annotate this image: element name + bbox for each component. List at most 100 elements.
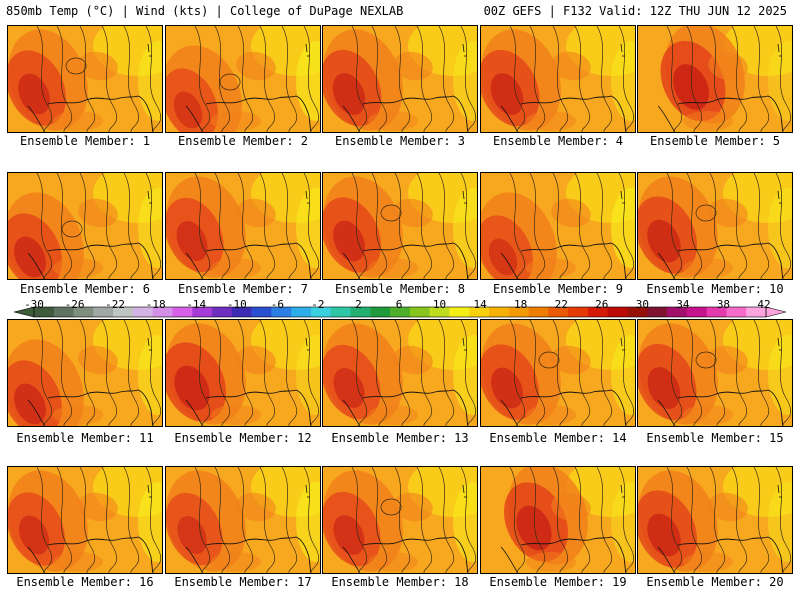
isotherm-contour — [666, 173, 683, 279]
isotherm-contour — [259, 173, 276, 279]
coastline — [657, 105, 676, 132]
temperature-field-map — [323, 26, 477, 132]
coastline — [657, 546, 676, 573]
colorbar-tick-label: -2 — [311, 298, 325, 311]
colorbar-swatch — [350, 307, 371, 317]
ensemble-member-label: Ensemble Member: 2 — [177, 134, 309, 148]
isotherm-contour — [61, 220, 83, 238]
ensemble-member-label: Ensemble Member: 8 — [334, 282, 466, 296]
isotherm-contour — [281, 467, 298, 573]
coastline — [47, 536, 154, 573]
ensemble-member-label: Ensemble Member: 19 — [489, 575, 627, 589]
ensemble-member-label: Ensemble Member: 17 — [174, 575, 312, 589]
temperature-field-map — [481, 320, 635, 426]
ensemble-member-label: Ensemble Member: 6 — [19, 282, 151, 296]
ensemble-member-label: Ensemble Member: 20 — [646, 575, 784, 589]
isotherm-contour — [416, 467, 433, 573]
coastline — [205, 95, 312, 132]
isotherm-contour — [618, 320, 635, 426]
ensemble-panel-11 — [7, 319, 163, 427]
lake-outline — [147, 43, 152, 57]
ensemble-member-label: Ensemble Member: 15 — [646, 431, 784, 445]
coastline — [520, 242, 627, 279]
coastline — [520, 536, 627, 573]
isotherm-contour — [552, 320, 569, 426]
isotherm-contour — [509, 26, 526, 132]
colorbar-tick-label: -10 — [226, 298, 247, 311]
isotherm-contour — [596, 467, 613, 573]
isotherm-contour — [303, 26, 320, 132]
colorbar-swatch — [73, 307, 94, 317]
isotherm-contour — [731, 467, 748, 573]
colorbar-tick-label: 38 — [716, 298, 731, 311]
colorbar-swatch — [746, 307, 767, 317]
colorbar-swatch — [390, 307, 411, 317]
isotherm-contour — [438, 320, 455, 426]
ensemble-panel-15 — [637, 319, 793, 427]
colorbar-swatch — [469, 307, 490, 317]
coastline — [677, 536, 784, 573]
temperature-field-map — [166, 320, 320, 426]
isotherm-contour — [145, 467, 162, 573]
isotherm-contour — [666, 467, 683, 573]
isotherm-contour — [145, 173, 162, 279]
coastline — [677, 389, 784, 426]
isotherm-contour — [36, 320, 53, 426]
isotherm-contour — [380, 204, 402, 222]
isotherm-contour — [574, 173, 591, 279]
isotherm-contour — [281, 173, 298, 279]
ensemble-member-label: Ensemble Member: 11 — [16, 431, 154, 445]
isotherm-contour — [259, 320, 276, 426]
temperature-field-map — [638, 320, 792, 426]
temperature-colorbar — [13, 306, 787, 318]
isotherm-contour — [281, 26, 298, 132]
lake-outline — [777, 337, 782, 351]
isotherm-contour — [709, 26, 726, 132]
isotherm-contour — [123, 173, 140, 279]
ensemble-member-label: Ensemble Member: 16 — [16, 575, 154, 589]
isotherm-contour — [36, 173, 53, 279]
ensemble-panel-19 — [480, 466, 636, 574]
isotherm-contour — [194, 320, 211, 426]
colorbar-swatch — [291, 307, 312, 317]
ensemble-panel-5 — [637, 25, 793, 133]
ensemble-panel-17 — [165, 466, 321, 574]
lake-outline — [620, 337, 625, 351]
colorbar-swatch — [587, 307, 609, 317]
isotherm-contour — [394, 467, 411, 573]
lake-outline — [462, 484, 467, 498]
isotherm-contour — [695, 351, 717, 369]
isotherm-contour — [529, 173, 546, 279]
ensemble-panel-13 — [322, 319, 478, 427]
lake-outline — [777, 484, 782, 498]
chart-title: 850mb Temp (°C) | Wind (kts) | College o… — [6, 4, 404, 18]
lake-outline — [777, 190, 782, 204]
isotherm-contour — [56, 26, 73, 132]
isotherm-contour — [303, 467, 320, 573]
isotherm-contour — [371, 467, 388, 573]
isotherm-contour — [686, 320, 703, 426]
isotherm-contour — [574, 320, 591, 426]
isotherm-contour — [351, 26, 368, 132]
colorbar-swatch — [310, 307, 332, 317]
isotherm-contour — [123, 320, 140, 426]
isotherm-contour — [371, 26, 388, 132]
isotherm-contour — [695, 204, 717, 222]
ensemble-panel-18 — [322, 466, 478, 574]
ensemble-panel-20 — [637, 466, 793, 574]
temperature-field-map — [8, 173, 162, 279]
lake-outline — [147, 190, 152, 204]
isotherm-contour — [460, 173, 477, 279]
isotherm-contour — [666, 320, 683, 426]
coastline — [342, 546, 361, 573]
isotherm-contour — [618, 173, 635, 279]
temperature-field-map — [481, 173, 635, 279]
isotherm-contour — [303, 173, 320, 279]
coastline — [520, 95, 627, 132]
coastline — [500, 546, 519, 573]
coastline — [362, 242, 469, 279]
isotherm-contour — [775, 320, 792, 426]
colorbar-tick-label: 18 — [514, 298, 528, 311]
ensemble-panel-4 — [480, 25, 636, 133]
isotherm-contour — [194, 173, 211, 279]
